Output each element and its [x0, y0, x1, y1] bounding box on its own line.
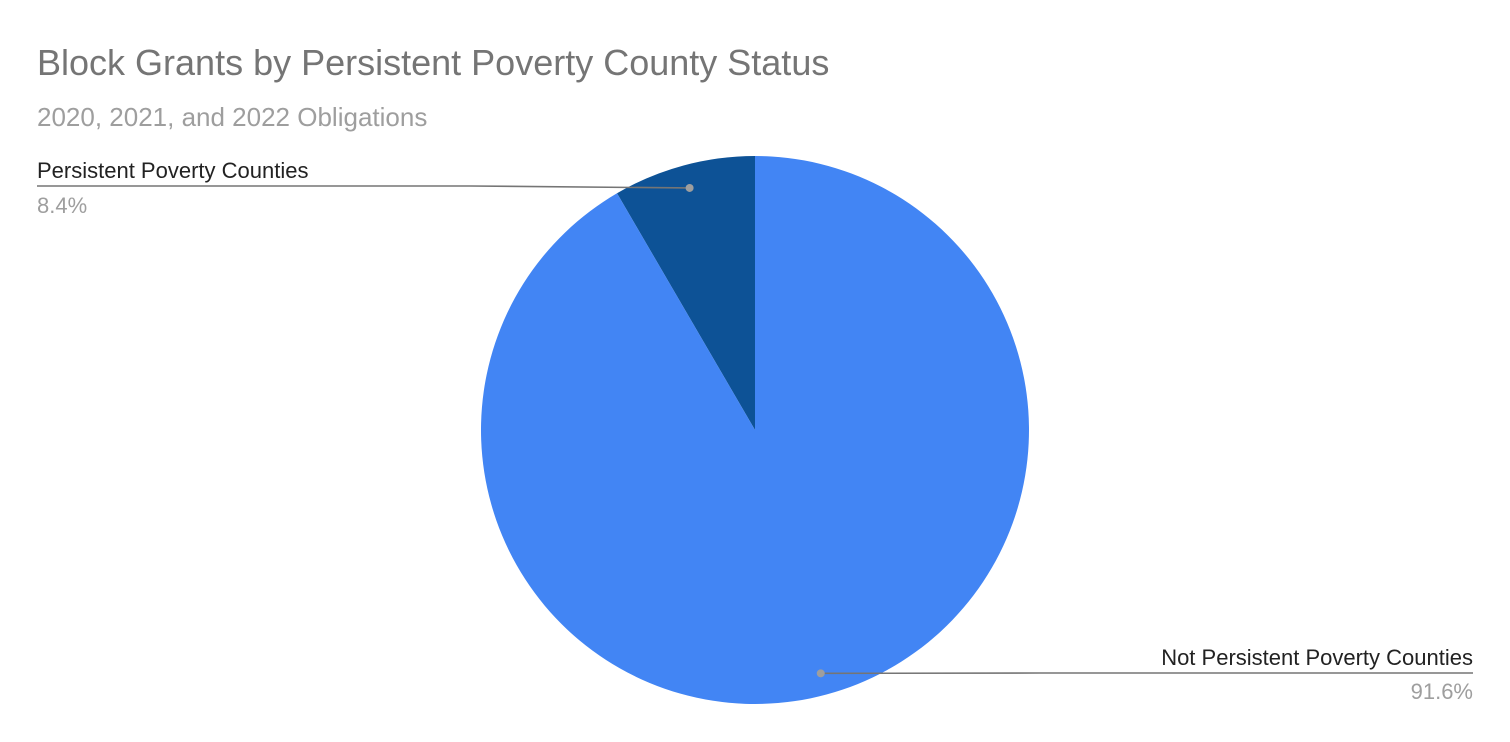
- leader-line-0: [37, 185, 690, 189]
- leader-dot-1: [816, 669, 825, 678]
- chart-subtitle: 2020, 2021, and 2022 Obligations: [37, 102, 427, 132]
- slice-label-persistent-poverty: Persistent Poverty Counties: [37, 158, 308, 183]
- slice-percent-persistent-poverty: 8.4%: [37, 193, 87, 218]
- pie-leader-lines: [37, 183, 1473, 678]
- slice-label-not-persistent-poverty: Not Persistent Poverty Counties: [1161, 645, 1473, 670]
- chart-title: Block Grants by Persistent Poverty Count…: [37, 42, 829, 83]
- pie-slices: [480, 156, 1030, 704]
- pie-slice-1: [480, 156, 1030, 704]
- slice-percent-not-persistent-poverty: 91.6%: [1411, 679, 1473, 704]
- pie-slice-0: [617, 156, 755, 430]
- leader-dot-0: [685, 183, 694, 192]
